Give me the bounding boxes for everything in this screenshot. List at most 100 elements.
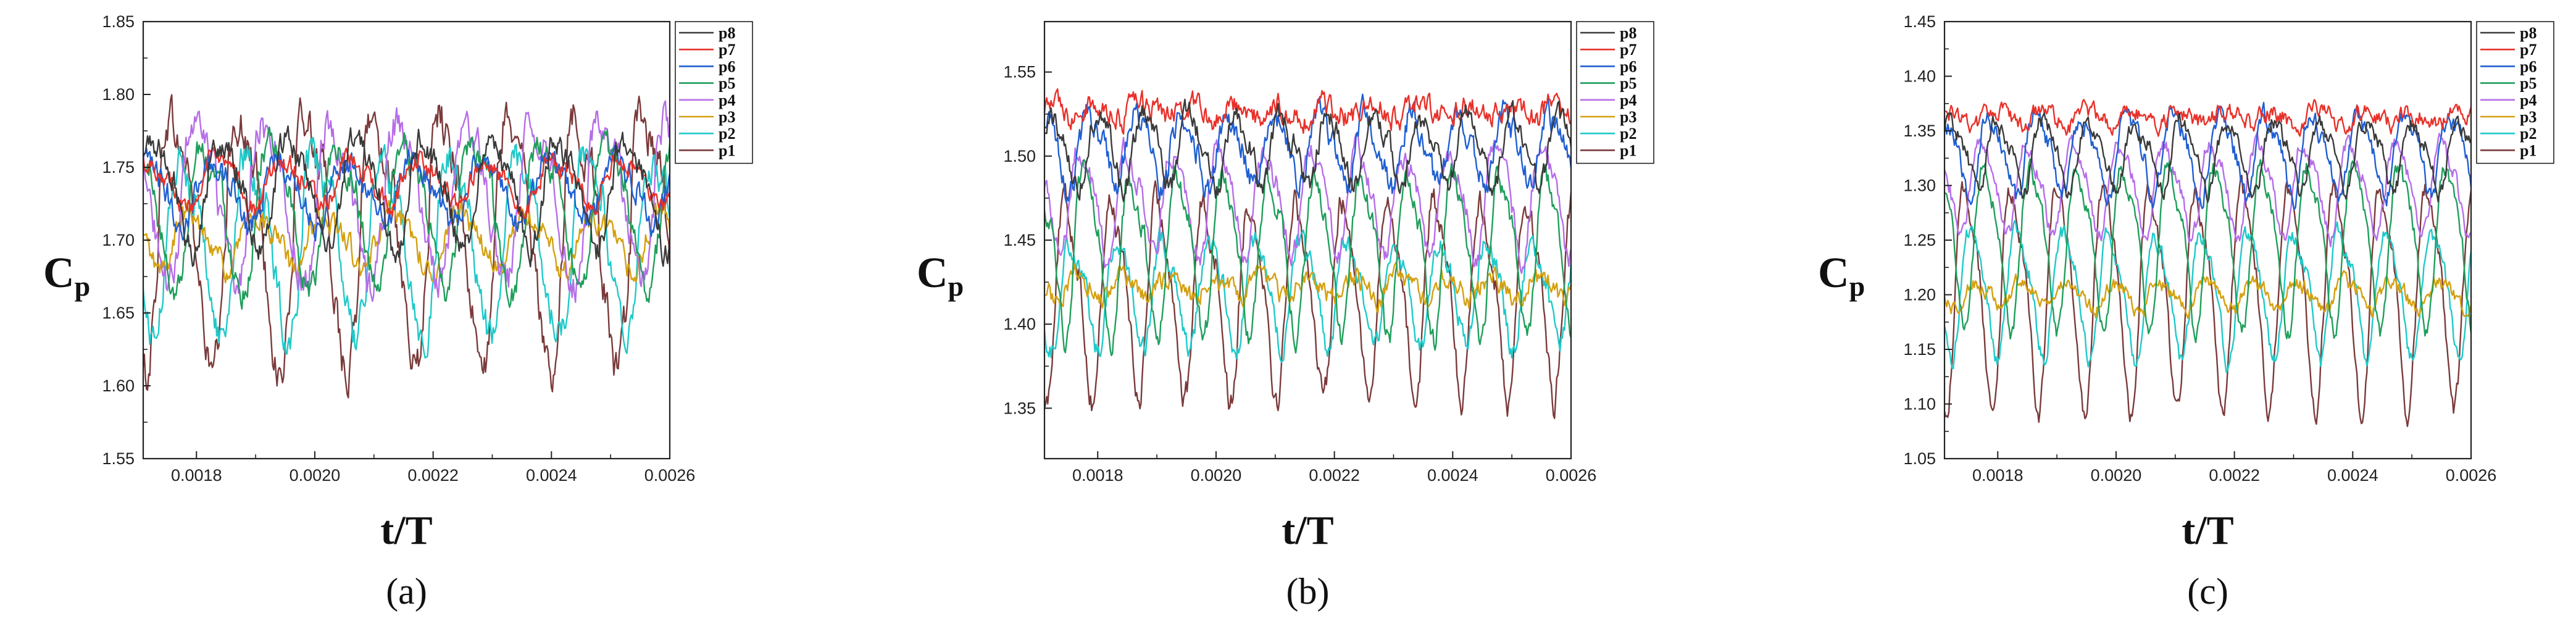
- x-tick-label: 0.0026: [2446, 466, 2497, 485]
- legend-label-p2: p2: [1620, 125, 1636, 143]
- legend-label-p7: p7: [2520, 41, 2536, 59]
- series-line-p3: [1044, 261, 1571, 314]
- series-line-p2: [143, 136, 670, 359]
- y-tick-label: 1.10: [1903, 395, 1936, 414]
- panel-label: (c): [2187, 571, 2228, 612]
- y-axis-title-subscript: p: [948, 270, 964, 302]
- x-axis-title: t/T: [1282, 508, 1333, 553]
- legend-label-p4: p4: [2520, 91, 2536, 109]
- x-tick-label: 0.0024: [1427, 466, 1478, 485]
- y-axis-title-subscript: p: [75, 270, 91, 302]
- legend-label-p5: p5: [719, 75, 735, 93]
- y-tick-label: 1.75: [102, 158, 135, 177]
- x-tick-label: 0.0022: [407, 466, 459, 485]
- x-tick-label: 0.0020: [2091, 466, 2142, 485]
- series-group: [1945, 99, 2471, 427]
- series-line-p5: [1044, 159, 1571, 356]
- x-tick-label: 0.0022: [1309, 466, 1360, 485]
- x-tick-label: 0.0020: [290, 466, 341, 485]
- chart-panel-1: 0.0018 0.0020 0.0022 0.0024 0.0026 1.55 1.60 1.…: [43, 12, 753, 612]
- legend-box: [1576, 21, 1654, 164]
- x-tick-label: 0.0026: [1546, 466, 1597, 485]
- series-line-p7: [1044, 88, 1571, 135]
- y-tick-label: 1.65: [102, 304, 135, 322]
- y-axis-title-main: C: [917, 249, 948, 297]
- legend-label-p2: p2: [719, 125, 735, 143]
- y-tick-label: 1.30: [1903, 177, 1936, 195]
- series-group: [1044, 88, 1571, 419]
- y-tick-label: 1.40: [1903, 67, 1936, 86]
- panel-label: (a): [386, 571, 427, 612]
- chart-panel-2: 0.0018 0.0020 0.0022 0.0024 0.0026 1.35 1.40 1.…: [917, 20, 1654, 612]
- x-axis-title: t/T: [380, 508, 432, 553]
- y-axis-title-main: C: [43, 249, 75, 297]
- series-line-p1: [143, 94, 670, 399]
- series-line-p8: [1044, 98, 1571, 202]
- x-axis-title: t/T: [2182, 508, 2233, 553]
- series-line-p7: [1945, 99, 2471, 137]
- y-tick-label: 1.55: [102, 449, 135, 468]
- legend-label-p1: p1: [2520, 141, 2536, 159]
- y-axis-title: Cp: [1818, 249, 1865, 302]
- legend-label-p5: p5: [1620, 75, 1636, 93]
- y-tick-label: 1.55: [1003, 63, 1036, 81]
- legend-label-p5: p5: [2520, 75, 2536, 93]
- x-tick-label: 0.0020: [1191, 466, 1242, 485]
- series-line-p3: [1945, 270, 2471, 319]
- legend-label-p6: p6: [2520, 57, 2536, 75]
- legend-label-p8: p8: [719, 24, 735, 42]
- panel-label: (b): [1286, 571, 1330, 612]
- y-tick-label: 1.80: [102, 85, 135, 104]
- y-tick-label: 1.35: [1903, 122, 1936, 140]
- legend-box: [2476, 21, 2554, 164]
- series-line-p5: [1945, 158, 2471, 343]
- y-tick-label: 1.45: [1903, 12, 1936, 31]
- legend-label-p1: p1: [1620, 141, 1636, 159]
- legend-label-p3: p3: [2520, 108, 2536, 126]
- series-line-p6: [1044, 93, 1571, 204]
- y-tick-label: 1.45: [1003, 231, 1036, 249]
- y-tick-label: 1.05: [1903, 449, 1936, 468]
- x-tick-label: 0.0022: [2209, 466, 2260, 485]
- legend-label-p4: p4: [719, 91, 735, 109]
- series-line-p4: [1945, 131, 2471, 248]
- series-line-p7: [143, 146, 670, 220]
- series-line-p8: [143, 125, 670, 268]
- legend-label-p8: p8: [1620, 24, 1636, 42]
- y-tick-label: 1.40: [1003, 315, 1036, 333]
- legend-label-p3: p3: [719, 108, 735, 126]
- series-line-p2: [1044, 226, 1571, 363]
- y-tick-label: 1.50: [1003, 147, 1036, 165]
- y-axis-title: Cp: [43, 249, 90, 302]
- series-line-p2: [1945, 220, 2471, 373]
- series-line-p5: [143, 126, 670, 310]
- legend-label-p3: p3: [1620, 108, 1636, 126]
- legend-label-p4: p4: [1620, 91, 1636, 109]
- x-tick-label: 0.0026: [644, 466, 696, 485]
- x-tick-label: 0.0024: [2327, 466, 2378, 485]
- legend-label-p7: p7: [1620, 41, 1636, 59]
- plot-frame: [1043, 20, 1572, 460]
- y-tick-label: 1.20: [1903, 286, 1936, 304]
- y-axis-title-main: C: [1818, 249, 1849, 297]
- legend-label-p1: p1: [719, 141, 735, 159]
- chart-panel-3: 0.0018 0.0020 0.0022 0.0024 0.0026 1.05 1.10 1.…: [1818, 12, 2554, 612]
- legend-label-p6: p6: [719, 57, 735, 75]
- y-tick-label: 1.85: [102, 12, 135, 31]
- series-line-p8: [1945, 112, 2471, 203]
- y-tick-label: 1.35: [1003, 399, 1036, 417]
- y-axis-title-subscript: p: [1849, 270, 1865, 302]
- legend-box: [675, 21, 753, 164]
- plot-frame: [1943, 20, 2472, 460]
- legend-label-p7: p7: [719, 41, 735, 59]
- x-tick-label: 0.0018: [171, 466, 222, 485]
- y-tick-label: 1.25: [1903, 231, 1936, 249]
- series-line-p6: [1945, 102, 2471, 210]
- series-group: [143, 94, 670, 399]
- x-tick-label: 0.0024: [526, 466, 577, 485]
- x-tick-label: 0.0018: [1972, 466, 2024, 485]
